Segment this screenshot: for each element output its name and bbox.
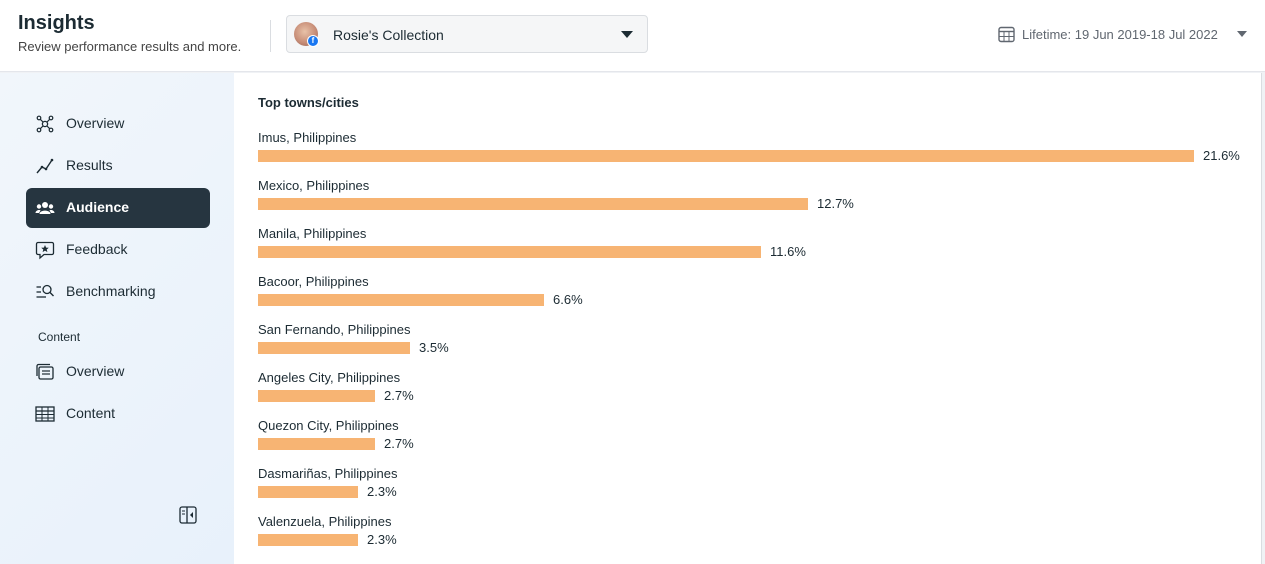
chevron-down-icon (1237, 31, 1247, 37)
page-subtitle: Review performance results and more. (18, 39, 242, 54)
city-name: Valenzuela, Philippines (258, 514, 392, 529)
city-name: San Fernando, Philippines (258, 322, 411, 337)
sidebar-item-content[interactable]: Content (26, 394, 210, 434)
sidebar-section-content: Content (38, 330, 81, 344)
city-percentage: 2.7% (384, 388, 414, 403)
list-search-icon (36, 284, 54, 298)
account-selector[interactable]: f Rosie's Collection (286, 15, 648, 53)
sidebar-item-label: Benchmarking (66, 283, 156, 299)
city-name: Angeles City, Philippines (258, 370, 401, 385)
chevron-down-icon (621, 31, 633, 38)
top-cities-card: Top towns/cities Imus, Philippines 21.6% M… (234, 73, 1262, 564)
table-icon (35, 406, 55, 422)
city-name: Mexico, Philippines (258, 178, 370, 193)
city-bar (258, 390, 375, 402)
facebook-badge-icon: f (307, 35, 319, 47)
sidebar-item-overview[interactable]: Overview (26, 104, 210, 144)
date-range-selector[interactable]: Lifetime: 19 Jun 2019-18 Jul 2022 (996, 24, 1256, 46)
city-bar (258, 294, 544, 306)
city-percentage: 2.3% (367, 532, 397, 547)
city-bar (258, 486, 358, 498)
city-name: Bacoor, Philippines (258, 274, 369, 289)
city-row: Quezon City, Philippines 2.7% (258, 418, 1258, 466)
city-row: Bacoor, Philippines 6.6% (258, 274, 1258, 322)
city-percentage: 3.5% (419, 340, 449, 355)
sidebar-item-results[interactable]: Results (26, 146, 210, 186)
city-name: Quezon City, Philippines (258, 418, 399, 433)
page-header: Insights Review performance results and … (0, 0, 1265, 72)
city-percentage: 6.6% (553, 292, 583, 307)
city-percentage: 11.6% (770, 244, 806, 259)
collapse-sidebar-icon[interactable] (178, 505, 198, 525)
city-row: Dasmariñas, Philippines 2.3% (258, 466, 1258, 514)
star-bubble-icon (35, 241, 55, 260)
city-bar (258, 246, 761, 258)
city-row: Manila, Philippines 11.6% (258, 226, 1258, 274)
sidebar: Overview Results Audience Feedback (0, 73, 234, 564)
network-icon (36, 115, 54, 133)
city-name: Imus, Philippines (258, 130, 357, 145)
city-name: Dasmariñas, Philippines (258, 466, 398, 481)
sidebar-item-label: Overview (66, 115, 125, 131)
calendar-icon (998, 26, 1015, 43)
sidebar-item-label: Audience (66, 199, 130, 215)
city-row: Valenzuela, Philippines 2.3% (258, 514, 1258, 562)
sidebar-item-label: Results (66, 157, 113, 173)
city-percentage: 2.7% (384, 436, 414, 451)
header-divider (270, 20, 271, 52)
sidebar-item-benchmarking[interactable]: Benchmarking (26, 272, 210, 312)
stacked-cards-icon (36, 363, 54, 380)
sidebar-item-audience[interactable]: Audience (26, 188, 210, 228)
city-bar (258, 198, 808, 210)
city-bar (258, 534, 358, 546)
sidebar-item-label: Feedback (66, 241, 128, 257)
city-percentage: 21.6% (1203, 148, 1240, 163)
sidebar-item-content-overview[interactable]: Overview (26, 352, 210, 392)
city-name: Manila, Philippines (258, 226, 367, 241)
city-row: Angeles City, Philippines 2.7% (258, 370, 1258, 418)
city-bar (258, 342, 410, 354)
trend-line-icon (36, 158, 54, 174)
city-bar (258, 150, 1194, 162)
people-icon (35, 202, 55, 214)
sidebar-item-label: Content (66, 405, 116, 421)
city-percentage: 2.3% (367, 484, 397, 499)
city-bar (258, 438, 375, 450)
sidebar-item-label: Overview (66, 363, 125, 379)
card-title: Top towns/cities (258, 95, 359, 110)
date-range-label: Lifetime: 19 Jun 2019-18 Jul 2022 (1022, 27, 1218, 42)
page-title: Insights (18, 12, 95, 34)
city-row: Imus, Philippines 21.6% (258, 130, 1258, 178)
city-percentage: 12.7% (817, 196, 854, 211)
city-row: Mexico, Philippines 12.7% (258, 178, 1258, 226)
sidebar-item-feedback[interactable]: Feedback (26, 230, 210, 270)
city-row: San Fernando, Philippines 3.5% (258, 322, 1258, 370)
account-name: Rosie's Collection (333, 27, 444, 43)
